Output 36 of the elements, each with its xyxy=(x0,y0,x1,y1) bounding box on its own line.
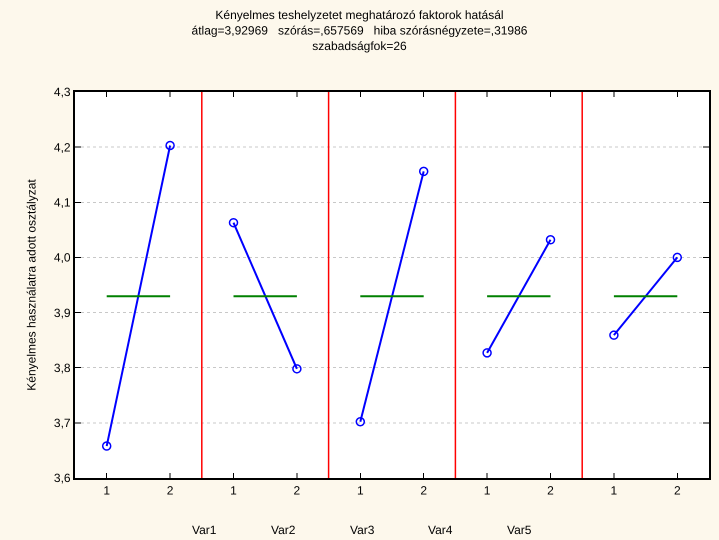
y-tick-label: 3,7 xyxy=(54,416,71,430)
y-tick-label: 4,2 xyxy=(54,140,71,154)
y-tick-label: 4,0 xyxy=(54,250,71,265)
x-tick-label: 2 xyxy=(420,483,428,498)
point xyxy=(228,218,238,228)
point xyxy=(102,441,112,451)
point xyxy=(609,330,619,340)
point xyxy=(418,166,428,176)
point xyxy=(672,252,682,262)
y-tick-label: 4,3 xyxy=(54,85,71,100)
chart-title: Kényelmes teshelyzetet meghatározó faktorok hatásál xyxy=(215,8,504,22)
text: Var3 xyxy=(350,523,375,537)
text: Var4 xyxy=(428,523,453,537)
point xyxy=(165,140,175,150)
x-tick-label: 1 xyxy=(230,483,238,498)
y-tick-label: 4,1 xyxy=(54,195,71,210)
x-tick-label: 2 xyxy=(674,483,681,498)
x-tick-label: 1 xyxy=(356,483,364,498)
y-axis-title: Kényelmes használatra adott osztályzat xyxy=(24,178,39,391)
x-tick-label: 1 xyxy=(484,483,491,498)
point xyxy=(482,348,492,358)
point xyxy=(546,235,556,245)
y-tick-label: 3,9 xyxy=(54,306,71,320)
x-tick-label: 2 xyxy=(547,483,554,498)
x-tick-label: 2 xyxy=(294,483,301,498)
text: Var5 xyxy=(507,523,532,537)
x-tick-label: 1 xyxy=(103,483,110,498)
chart-subtitle: átlag=3,92969 szórás=,657569 hiba szórásnégyzete=,31986 szabadságfok=26 xyxy=(192,24,528,54)
text: Var1 xyxy=(192,523,217,537)
text: Var2 xyxy=(271,523,296,537)
y-tick-label: 3,8 xyxy=(54,360,71,375)
y-tick-label: 3,6 xyxy=(54,471,71,486)
point xyxy=(356,417,366,426)
point xyxy=(292,364,302,374)
x-tick-label: 2 xyxy=(166,483,174,498)
x-tick-label: 1 xyxy=(610,483,618,498)
